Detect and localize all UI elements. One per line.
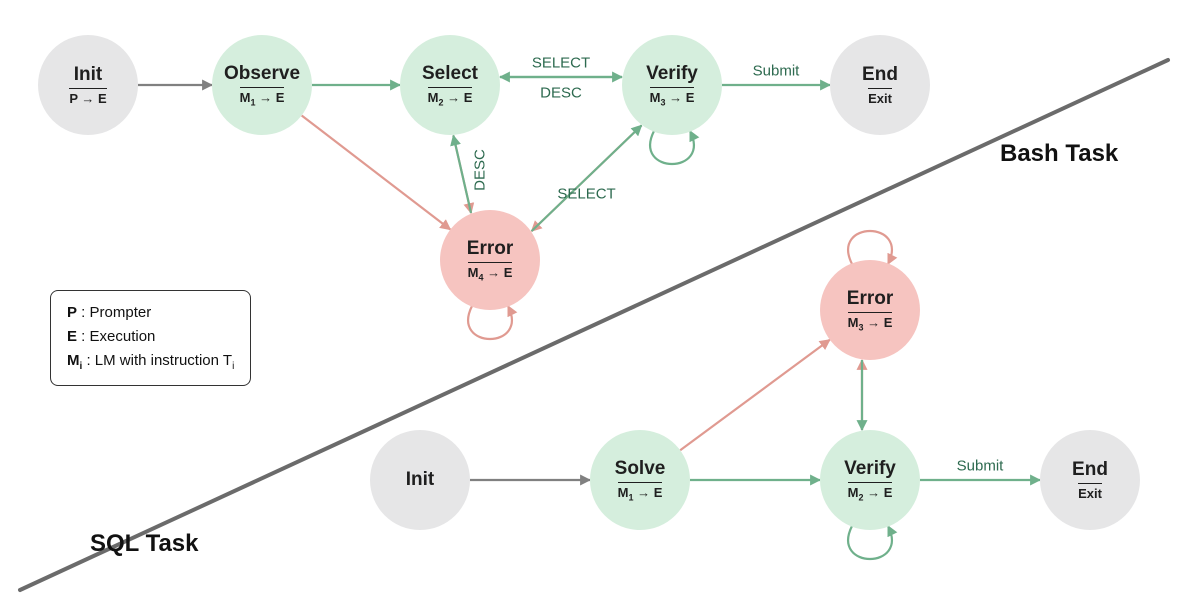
edge-label: DESC xyxy=(540,85,582,102)
section-label-bash: Bash Task xyxy=(1000,140,1118,168)
edge-sql_observe-sql_error xyxy=(302,115,451,229)
node-sub: Exit xyxy=(1078,483,1102,501)
node-title: Verify xyxy=(844,458,896,480)
legend-row: Mi : LM with instruction Ti xyxy=(67,349,234,375)
legend-row: P : Prompter xyxy=(67,301,234,325)
diagram-canvas: InitP → EObserveM1 → ESelectM2 → EVerify… xyxy=(0,0,1188,604)
section-label-sql: SQL Task xyxy=(90,530,199,558)
node-bash_verify: VerifyM2 → E xyxy=(820,430,920,530)
node-sub: M3 → E xyxy=(650,87,695,108)
edge-label: SELECT xyxy=(557,186,615,203)
edge-bash_solve-bash_error xyxy=(680,340,830,451)
edge-label: Submit xyxy=(957,458,1004,475)
node-title: Select xyxy=(422,63,478,85)
edge-label: SELECT xyxy=(532,55,590,72)
node-sql_error: ErrorM4 → E xyxy=(440,210,540,310)
node-sql_select: SelectM2 → E xyxy=(400,35,500,135)
node-bash_solve: SolveM1 → E xyxy=(590,430,690,530)
node-bash_end: End Exit xyxy=(1040,430,1140,530)
edge-label: Submit xyxy=(753,63,800,80)
node-sub: P → E xyxy=(69,88,106,106)
edge-sql_error-sql_select xyxy=(453,136,471,214)
node-sql_init: Init P → E xyxy=(38,35,138,135)
node-title: Verify xyxy=(646,63,698,85)
node-title: Init xyxy=(74,64,103,86)
node-bash_error: ErrorM3 → E xyxy=(820,260,920,360)
node-title: Error xyxy=(467,238,513,260)
node-sql_verify: VerifyM3 → E xyxy=(622,35,722,135)
node-title: End xyxy=(1072,459,1108,481)
legend-row: E : Execution xyxy=(67,325,234,349)
node-bash_init: Init xyxy=(370,430,470,530)
node-title: Error xyxy=(847,288,893,310)
node-sub: M1 → E xyxy=(618,482,663,503)
node-sub: M1 → E xyxy=(240,87,285,108)
node-title: End xyxy=(862,64,898,86)
edge-sql_error-sql_verify xyxy=(532,125,642,231)
edge-sql_select-sql_error xyxy=(453,136,471,214)
node-sql_end: End Exit xyxy=(830,35,930,135)
node-sub: M2 → E xyxy=(428,87,473,108)
edge-label: DESC xyxy=(471,149,488,191)
node-sub: M2 → E xyxy=(848,482,893,503)
node-title: Init xyxy=(406,469,435,491)
node-sql_observe: ObserveM1 → E xyxy=(212,35,312,135)
node-sub: Exit xyxy=(868,88,892,106)
node-title: Solve xyxy=(615,458,666,480)
legend-box: P : PrompterE : ExecutionMi : LM with in… xyxy=(50,290,251,386)
node-title: Observe xyxy=(224,63,300,85)
node-sub: M4 → E xyxy=(468,262,513,283)
node-sub: M3 → E xyxy=(848,312,893,333)
edge-sql_verify-sql_error xyxy=(532,125,642,231)
